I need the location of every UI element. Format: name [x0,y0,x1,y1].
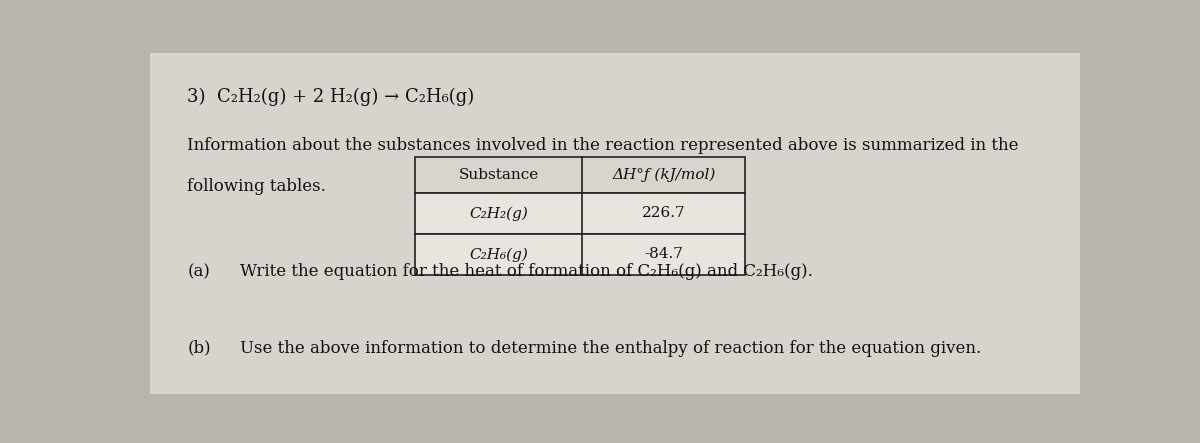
Text: -84.7: -84.7 [644,247,683,261]
Text: (b): (b) [187,340,211,357]
Text: (a): (a) [187,263,210,280]
Text: 3)  C₂H₂(g) + 2 H₂(g) → C₂H₆(g): 3) C₂H₂(g) + 2 H₂(g) → C₂H₆(g) [187,87,474,105]
FancyBboxPatch shape [150,53,1080,394]
FancyBboxPatch shape [415,157,745,193]
Text: Substance: Substance [458,168,539,182]
FancyBboxPatch shape [415,234,745,275]
Text: ΔH°ƒ (kJ/mol): ΔH°ƒ (kJ/mol) [612,168,715,183]
Text: 226.7: 226.7 [642,206,685,221]
Text: Use the above information to determine the enthalpy of reaction for the equation: Use the above information to determine t… [240,340,982,357]
Text: C₂H₂(g): C₂H₂(g) [469,206,528,221]
Text: Information about the substances involved in the reaction represented above is s: Information about the substances involve… [187,137,1019,154]
FancyBboxPatch shape [415,193,745,234]
Text: Write the equation for the heat of formation of C₂H₆(g) and C₂H₆(g).: Write the equation for the heat of forma… [240,263,814,280]
Text: C₂H₆(g): C₂H₆(g) [469,247,528,262]
Text: following tables.: following tables. [187,178,326,194]
